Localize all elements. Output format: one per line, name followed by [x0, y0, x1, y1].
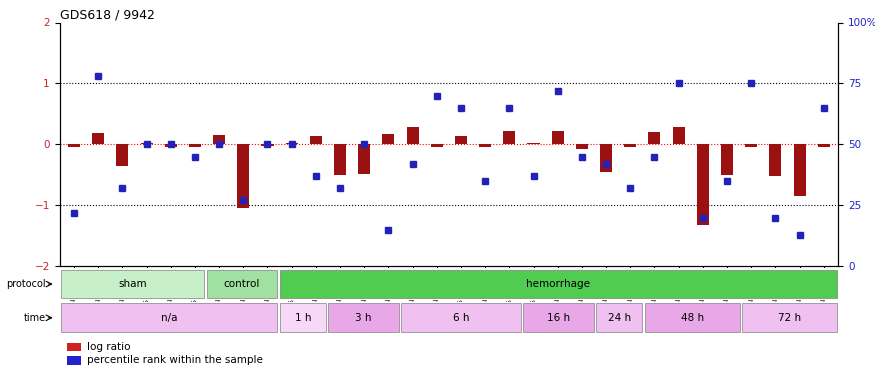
- Bar: [60, 303, 277, 332]
- Bar: [818, 144, 829, 147]
- Text: 3 h: 3 h: [355, 313, 372, 323]
- Bar: [67, 356, 81, 364]
- Bar: [794, 144, 806, 196]
- Bar: [285, 143, 298, 144]
- Bar: [67, 343, 81, 351]
- Text: time: time: [24, 313, 46, 323]
- Text: 1 h: 1 h: [295, 313, 311, 323]
- Bar: [310, 136, 322, 144]
- Text: 48 h: 48 h: [681, 313, 704, 323]
- Bar: [696, 144, 709, 225]
- Bar: [164, 144, 177, 147]
- Bar: [742, 303, 837, 332]
- Text: hemorrhage: hemorrhage: [527, 279, 591, 289]
- Bar: [382, 134, 395, 144]
- Bar: [189, 144, 201, 147]
- Bar: [141, 143, 152, 144]
- Text: 6 h: 6 h: [452, 313, 469, 323]
- Bar: [68, 144, 80, 147]
- Bar: [769, 144, 781, 176]
- Bar: [648, 132, 661, 144]
- Bar: [596, 303, 642, 332]
- Bar: [551, 131, 564, 144]
- Bar: [523, 303, 593, 332]
- Bar: [92, 134, 104, 144]
- Text: log ratio: log ratio: [87, 342, 130, 352]
- Bar: [746, 144, 757, 147]
- Bar: [503, 131, 515, 144]
- Text: protocol: protocol: [6, 279, 46, 289]
- Bar: [430, 144, 443, 147]
- Text: control: control: [224, 279, 260, 289]
- Bar: [280, 303, 326, 332]
- Bar: [116, 144, 129, 166]
- Bar: [528, 142, 540, 144]
- Bar: [673, 128, 684, 144]
- Bar: [576, 144, 588, 148]
- Text: 16 h: 16 h: [547, 313, 570, 323]
- Bar: [237, 144, 249, 208]
- Text: sham: sham: [118, 279, 147, 289]
- Text: n/a: n/a: [161, 313, 178, 323]
- Text: 24 h: 24 h: [607, 313, 631, 323]
- Bar: [262, 144, 274, 146]
- Bar: [624, 144, 636, 147]
- Bar: [60, 270, 204, 298]
- Bar: [206, 270, 277, 298]
- Bar: [455, 136, 467, 144]
- Bar: [328, 303, 399, 332]
- Bar: [334, 144, 346, 175]
- Bar: [407, 128, 418, 144]
- Bar: [600, 144, 612, 172]
- Bar: [721, 144, 733, 175]
- Bar: [280, 270, 837, 298]
- Bar: [402, 303, 521, 332]
- Bar: [214, 135, 225, 144]
- Text: GDS618 / 9942: GDS618 / 9942: [60, 8, 154, 21]
- Text: percentile rank within the sample: percentile rank within the sample: [87, 355, 262, 365]
- Bar: [645, 303, 739, 332]
- Text: 72 h: 72 h: [778, 313, 802, 323]
- Bar: [358, 144, 370, 174]
- Bar: [480, 144, 491, 147]
